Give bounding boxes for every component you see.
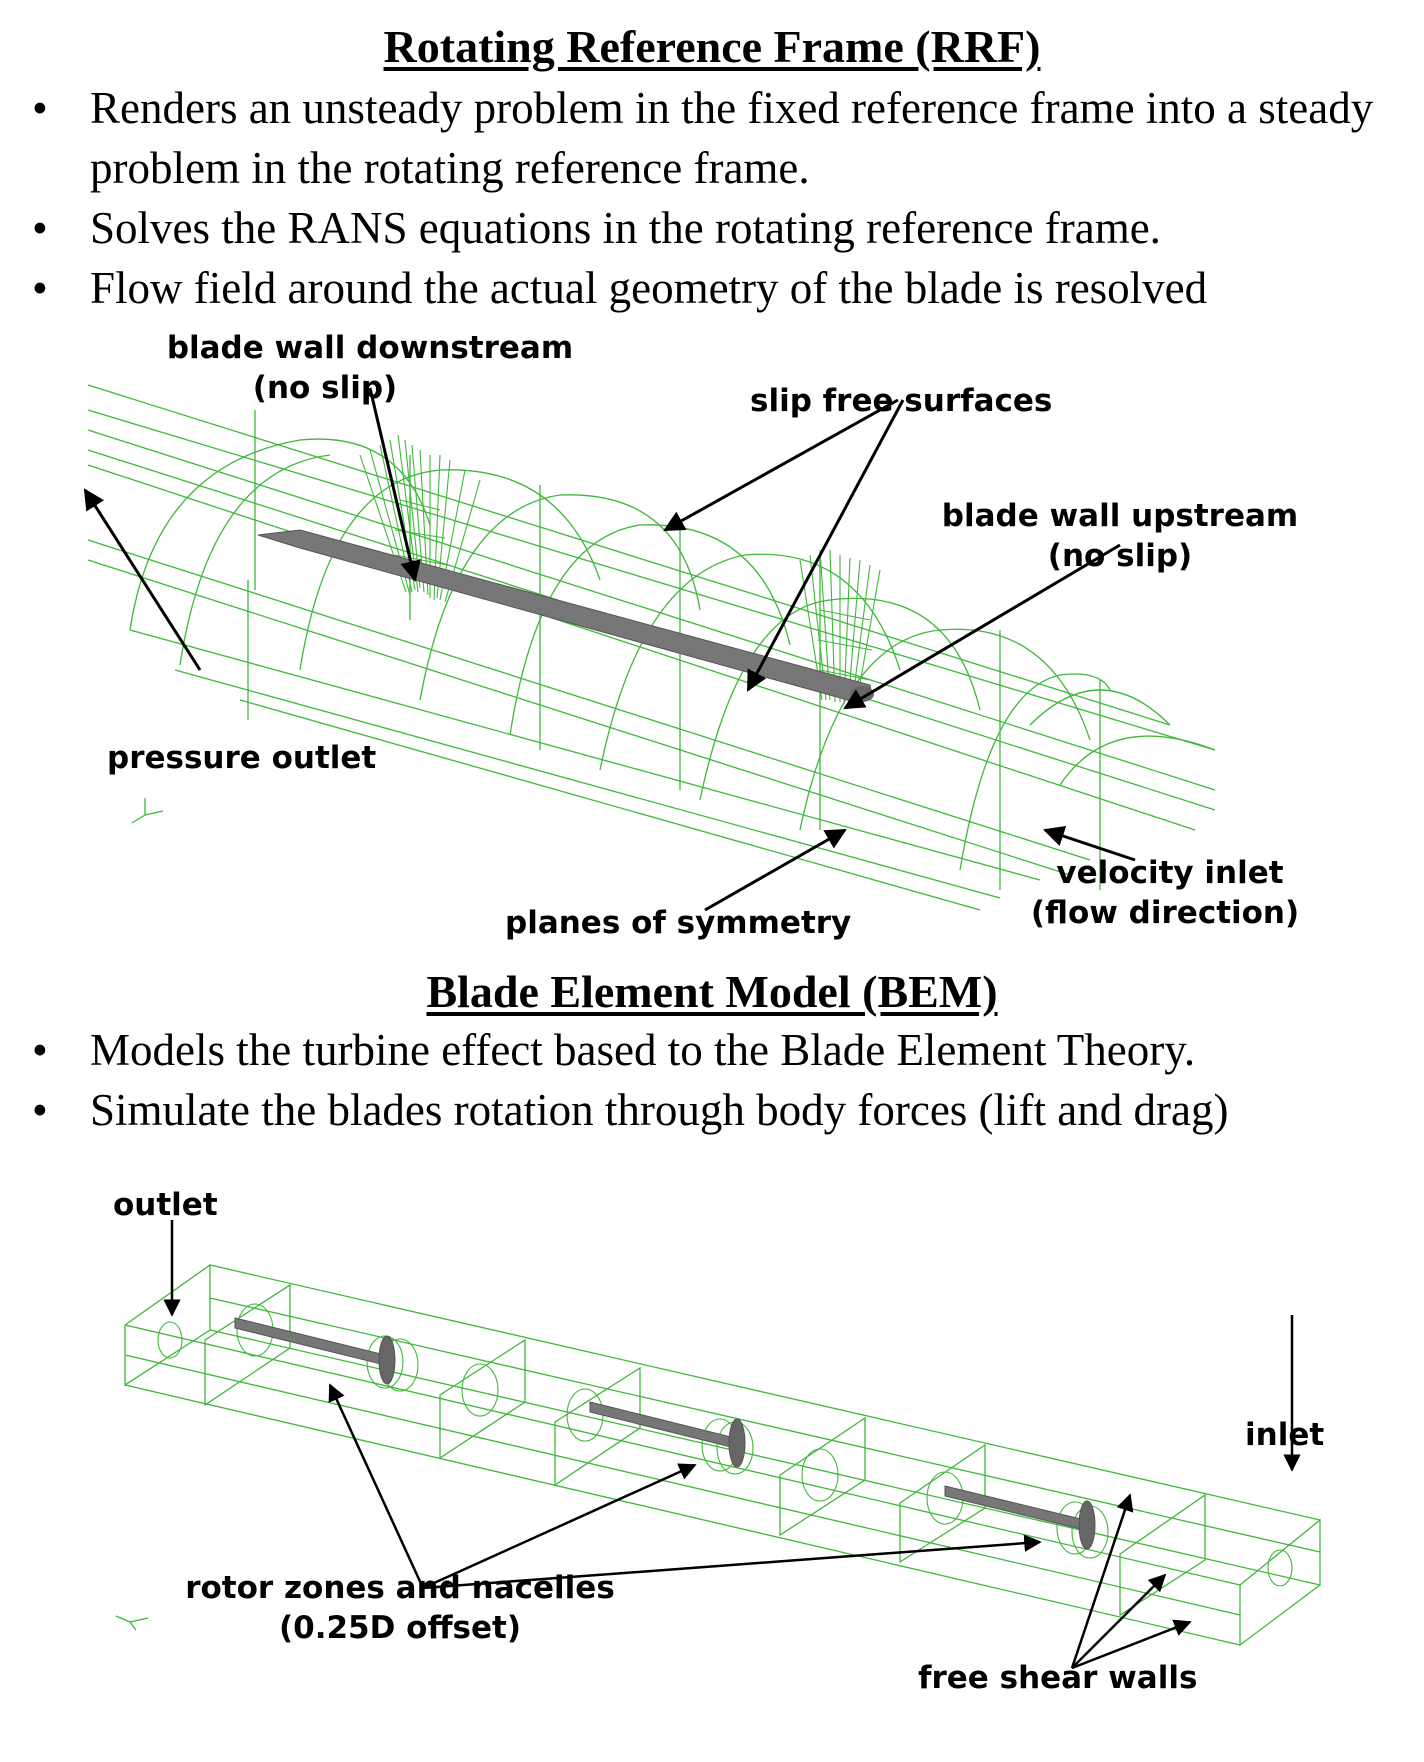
label-inlet: inlet xyxy=(1245,1417,1325,1453)
arrow-planes-of-symmetry xyxy=(704,828,847,912)
arrow-blade-wall-upstream xyxy=(843,543,1121,710)
rrf-bullet-3: • Flow field around the actual geometry o… xyxy=(32,263,1208,313)
rrf-title: Rotating Reference Frame (RRF) xyxy=(383,21,1041,72)
arrow-rotor-zone-1 xyxy=(328,1383,425,1589)
label-rotor-zones-text: rotor zones and nacelles xyxy=(185,1570,615,1606)
label-free-shear-walls: free shear walls xyxy=(918,1660,1198,1696)
bem-bullet-2: • Simulate the blades rotation through bo… xyxy=(32,1085,1229,1135)
arrow-free-shear-wall-1 xyxy=(1070,1493,1134,1669)
rrf-bullet-3-text: Flow field around the actual geometry of… xyxy=(90,263,1208,313)
bem-mesh-diagram xyxy=(115,1220,1321,1670)
arrow-free-shear-wall-2 xyxy=(1071,1573,1167,1669)
rrf-leader-arrows xyxy=(83,387,1136,912)
label-offset: (0.25D offset) xyxy=(278,1610,522,1646)
label-planes-of-symmetry: planes of symmetry xyxy=(505,905,852,941)
arrow-slip-free-surface-2 xyxy=(746,399,905,692)
arrow-pressure-outlet xyxy=(83,488,202,671)
rotor-disk-2 xyxy=(728,1418,746,1468)
bem-bullet-1-text: Models the turbine effect based to the B… xyxy=(90,1025,1196,1075)
label-blade-wall-downstream-text: blade wall downstream xyxy=(166,330,574,366)
label-rotor-zones: rotor zones and nacelles (0.25D offset) xyxy=(140,1568,660,1648)
label-no-slip-downstream: (no slip) xyxy=(252,370,398,406)
arrow-slip-free-surface-1 xyxy=(663,398,899,532)
rrf-bullet-2: • Solves the RANS equations in the rotati… xyxy=(32,203,1161,253)
label-velocity-inlet-text: velocity inlet xyxy=(1056,855,1284,891)
rrf-mesh-diagram xyxy=(83,384,1216,912)
arrow-free-shear-wall-3 xyxy=(1071,1619,1192,1670)
bem-bullet-2-text: Simulate the blades rotation through bod… xyxy=(90,1085,1229,1135)
bem-bullet-1: • Models the turbine effect based to the … xyxy=(32,1025,1196,1075)
bem-leader-arrows xyxy=(163,1220,1301,1670)
rotor-disk-3 xyxy=(1078,1500,1096,1550)
arrow-blade-wall-downstream xyxy=(368,387,421,583)
label-blade-wall-upstream-text: blade wall upstream xyxy=(941,498,1299,534)
arrow-velocity-inlet xyxy=(1043,826,1136,862)
rrf-bullet-list: • Renders an unsteady problem in the fixe… xyxy=(30,78,1400,318)
nacelle-2 xyxy=(589,1401,736,1449)
label-outlet: outlet xyxy=(113,1187,218,1223)
label-blade-wall-downstream: blade wall downstream (no slip) xyxy=(130,328,610,408)
label-blade-wall-upstream: blade wall upstream (no slip) xyxy=(915,496,1325,576)
label-velocity-inlet: velocity inlet (flow direction) xyxy=(1010,853,1330,933)
label-flow-direction: (flow direction) xyxy=(1030,895,1300,931)
bem-title: Blade Element Model (BEM) xyxy=(426,966,998,1017)
arrow-rotor-zone-3 xyxy=(422,1534,1042,1590)
rrf-bullet-1-text: Renders an unsteady problem in the fixed… xyxy=(90,83,1374,193)
bem-bullet-list: • Models the turbine effect based to the … xyxy=(30,1020,1400,1140)
label-pressure-outlet: pressure outlet xyxy=(107,740,377,776)
rotor-disk-1 xyxy=(378,1335,396,1385)
bem-coordinate-axes-icon xyxy=(115,1615,149,1631)
label-no-slip-upstream: (no slip) xyxy=(1047,538,1193,574)
label-slip-free-surfaces: slip free surfaces xyxy=(750,383,1053,419)
rrf-bullet-1: • Renders an unsteady problem in the fixe… xyxy=(32,83,1374,193)
bem-nacelles xyxy=(234,1317,1096,1550)
arrow-rotor-zone-2 xyxy=(422,1463,697,1590)
rrf-bullet-2-text: Solves the RANS equations in the rotatin… xyxy=(90,203,1161,253)
rrf-coordinate-axes-icon xyxy=(131,798,164,824)
